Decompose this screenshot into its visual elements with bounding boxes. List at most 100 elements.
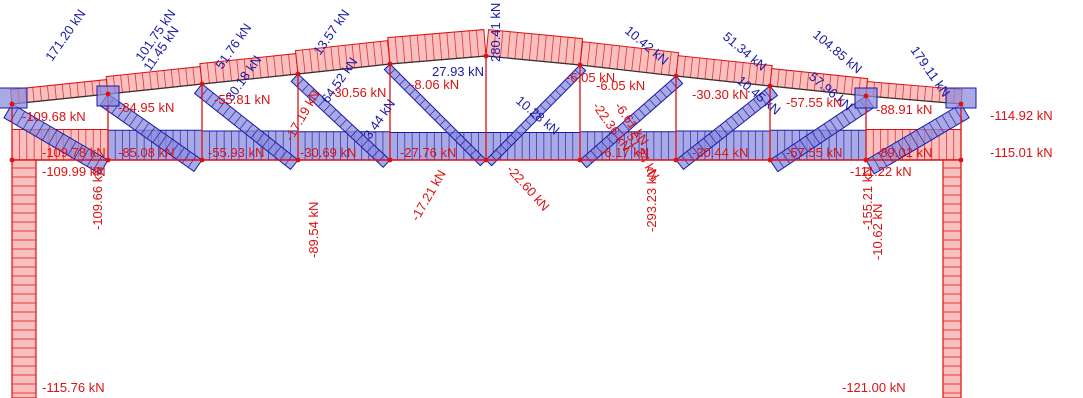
hatch-line [719,124,728,135]
hatch-line [823,123,833,136]
hatch-line [550,94,557,101]
hatch-line [836,75,839,93]
hatch-line [515,129,522,136]
hatch-line [935,118,945,133]
hatch-line [841,111,851,124]
hatch-line [775,155,785,168]
hatch-line [938,87,941,103]
hatch-line [416,35,420,62]
hatch-line [453,32,457,59]
hatch-line [530,114,537,121]
node [577,62,583,68]
hatch-line [434,114,441,121]
hatch-line [505,139,512,146]
hatch-line [811,131,821,144]
force-label-d14: 104.85 kN [810,27,865,77]
hatch-line [880,82,883,98]
hatch-line [267,141,276,152]
hatch-line [361,139,369,148]
hatch-line [236,59,240,81]
diagonal-strip [675,85,779,171]
hatch-line [262,137,271,148]
hatch-line [228,110,237,121]
hatch-line [805,135,815,148]
hatch-line [586,42,591,66]
hatch-line [916,129,926,145]
hatch-line [192,67,196,85]
hatch-line [323,47,327,71]
hatch-line [459,139,467,146]
node [483,157,489,163]
force-label-c1: -109.99 kN [42,164,106,179]
force-label-t6: -6.05 kN [596,78,645,93]
hatch-line [682,56,686,77]
hatch-line [409,35,413,63]
hatch-line [47,85,50,101]
diagonal-strip [485,64,587,167]
hatch-line [654,94,662,103]
hatch-line [449,129,456,136]
force-label-v5: -293.23 kN [644,168,659,232]
hatch-line [545,99,552,106]
hatch-line [718,60,722,81]
end-pad [945,87,977,109]
hatch-line [726,60,730,82]
hatch-line [344,124,353,133]
hatch-line [909,133,919,148]
node [483,53,489,59]
node [199,81,205,87]
hatch-line [510,134,517,141]
hatch-line [83,81,87,97]
hatch-line [871,156,881,171]
hatch-line [280,55,284,76]
force-label-v1: -109.66 kN [90,166,105,230]
force-label-b1: -109.78 kN [42,145,106,160]
hatch-line [117,106,126,119]
node [9,101,15,107]
force-label-t9: -88.91 kN [876,102,932,117]
hatch-line [507,31,511,59]
hatch-line [339,119,347,128]
hatch-line [394,73,401,81]
hatch-line [258,57,262,78]
truss-members [0,29,977,398]
hatch-line [431,33,435,61]
hatch-line [35,122,45,137]
hatch-line [528,33,533,61]
hatch-line [525,119,532,126]
hatch-line [740,62,744,83]
force-label-v6: -155.21 kN [860,166,875,230]
hatch-line [233,115,242,125]
force-label-t1: -109.68 kN [22,109,86,124]
hatch-line [659,89,667,98]
hatch-line [365,42,370,67]
hatch-line [32,87,35,102]
hatch-line [328,109,337,117]
diagonal-strip [290,73,391,169]
hatch-line [755,64,759,85]
hatch-line [697,142,706,153]
hatch-line [221,61,225,82]
hatch-line [120,75,123,93]
hatch-line [170,69,174,88]
hatch-line [500,30,504,58]
hatch-line [214,62,218,83]
hatch-line [711,59,715,80]
hatch-line [394,36,398,64]
hatch-line [39,86,42,101]
hatch-line [649,99,657,108]
hatch-line [850,77,854,95]
hatch-line [601,141,609,150]
hatch-line [616,45,620,70]
hatch-line [439,119,446,126]
force-label-d10: 280.41 kN [488,3,503,62]
hatch-line [564,79,572,86]
hatch-line [41,126,51,141]
hatch-line [127,74,131,92]
hatch-line [697,57,701,79]
hatch-line [163,70,167,88]
hatch-line [762,64,766,86]
hatch-line [123,110,132,123]
hatch-line [439,33,443,60]
hatch-line [444,124,451,131]
